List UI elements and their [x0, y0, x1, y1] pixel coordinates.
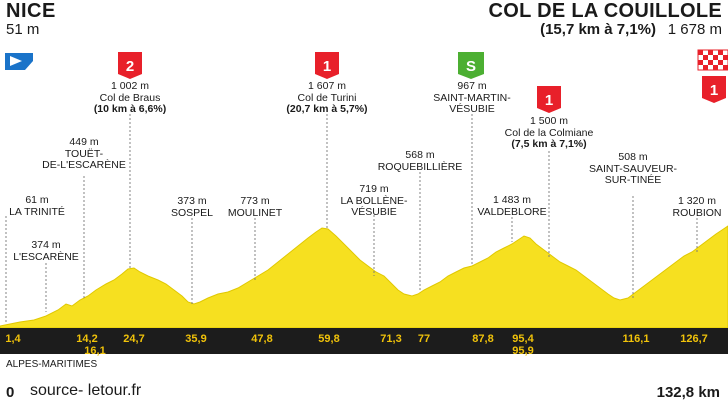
km-mark: 95,4 — [512, 333, 534, 345]
climb-category: 1 — [545, 92, 553, 109]
climb-name: Col de la Colmiane — [504, 126, 594, 139]
km-mark: 47,8 — [251, 333, 273, 345]
town-label: 1 320 m ROUBION — [672, 195, 722, 219]
sprint-marker: S — [458, 52, 484, 79]
checker-square — [723, 55, 728, 60]
town-label: 61 m LA TRINITÉ — [9, 194, 65, 218]
checker-square — [708, 60, 713, 65]
km-mark: 16,1 — [84, 345, 106, 357]
climb-altitude: 1 500 m — [530, 115, 568, 127]
km-axis — [0, 328, 728, 354]
climb-marker-turini: 1 — [315, 52, 339, 79]
region-label: ALPES-MARITIMES — [6, 359, 98, 370]
axis-end: 132,8 km — [656, 384, 720, 401]
sprint-altitude: 967 m — [457, 80, 487, 92]
checker-square — [718, 65, 723, 70]
checker-square — [698, 50, 703, 55]
checker-square — [703, 60, 708, 65]
checker-square — [713, 55, 718, 60]
sprint-name-1: SAINT-MARTIN- — [433, 91, 511, 104]
climb-name: Col de Turini — [297, 91, 357, 104]
checker-square — [718, 55, 723, 60]
start-flag-icon — [5, 53, 33, 70]
climb-detail: (7,5 km à 7,1%) — [511, 138, 587, 150]
climb-marker-couillole: 1 — [702, 76, 726, 103]
town-label: 373 m SOSPEL — [170, 195, 214, 219]
climb-category: 1 — [323, 58, 331, 75]
start-city: NICE — [6, 0, 56, 22]
leader-lines — [5, 114, 698, 324]
start-altitude: 51 m — [6, 21, 40, 38]
checker-square — [703, 65, 708, 70]
climb-altitude: 1 607 m — [308, 80, 346, 92]
climb-detail: (20,7 km à 5,7%) — [286, 103, 368, 115]
checker-square — [718, 50, 723, 55]
town-label: 568 m ROQUEBILLIÈRE — [377, 149, 463, 173]
km-mark: 87,8 — [472, 333, 494, 345]
checker-square — [708, 50, 713, 55]
climb-altitude: 1 002 m — [111, 80, 149, 92]
checker-square — [703, 55, 708, 60]
checker-square — [723, 60, 728, 65]
checker-square — [698, 65, 703, 70]
sprint-label: S — [466, 58, 476, 75]
checker-square — [723, 50, 728, 55]
climb-label-braus: 1 002 m Col de Braus (10 km à 6,6%) — [93, 80, 167, 116]
climb-detail: (10 km à 6,6%) — [93, 103, 167, 115]
km-mark: 95,9 — [512, 345, 534, 357]
checker-border — [697, 49, 728, 71]
town-label: 1 483 m VALDEBLORE — [477, 194, 547, 218]
km-mark: 24,7 — [123, 333, 145, 345]
sprint-label-block: 967 m SAINT-MARTIN- VÉSUBIE — [433, 80, 511, 116]
town-label: 449 m TOUËT- DE-L'ESCARÈNE — [42, 136, 126, 171]
km-mark: 71,3 — [380, 333, 402, 345]
km-mark: 77 — [417, 333, 431, 345]
km-mark: 116,1 — [622, 333, 650, 345]
checker-square — [713, 65, 718, 70]
km-mark: 14,2 — [76, 333, 98, 345]
climb-label-colmiane: 1 500 m Col de la Colmiane (7,5 km à 7,1… — [504, 115, 594, 151]
finish-altitude: 1 678 m — [667, 21, 722, 38]
finish-name: COL DE LA COUILLOLE — [488, 0, 722, 22]
checkered-flag-icon — [697, 49, 728, 71]
climb-category: 2 — [126, 58, 134, 75]
town-label: 773 m MOULINET — [227, 195, 283, 219]
axis-start: 0 — [6, 384, 15, 401]
km-mark: 35,9 — [185, 333, 207, 345]
finish-detail: (15,7 km à 7,1%) — [540, 21, 656, 38]
town-label: 719 m LA BOLLÈNE- VÉSUBIE — [340, 183, 408, 218]
checker-square — [718, 60, 723, 65]
climb-category: 1 — [710, 82, 718, 99]
km-mark: 1,4 — [5, 333, 21, 345]
checker-square — [713, 60, 718, 65]
source-credit: source- letour.fr — [30, 382, 142, 399]
km-mark: 59,8 — [318, 333, 340, 345]
checker-square — [698, 60, 703, 65]
checker-square — [713, 50, 718, 55]
climb-marker-colmiane: 1 — [537, 86, 561, 113]
km-mark: 126,7 — [680, 333, 708, 345]
climb-label-turini: 1 607 m Col de Turini (20,7 km à 5,7%) — [286, 80, 368, 116]
town-label: 508 m SAINT-SAUVEUR- SUR-TINÉE — [588, 151, 678, 186]
checker-square — [703, 50, 708, 55]
checker-square — [708, 55, 713, 60]
sprint-name-2: VÉSUBIE — [449, 103, 495, 115]
checker-square — [698, 55, 703, 60]
climb-marker-braus: 2 — [118, 52, 142, 79]
elevation-profile — [0, 225, 728, 329]
checker-square — [723, 65, 728, 70]
checker-square — [708, 65, 713, 70]
climb-name: Col de Braus — [99, 91, 161, 104]
town-label: 374 m L'ESCARÈNE — [13, 239, 79, 263]
